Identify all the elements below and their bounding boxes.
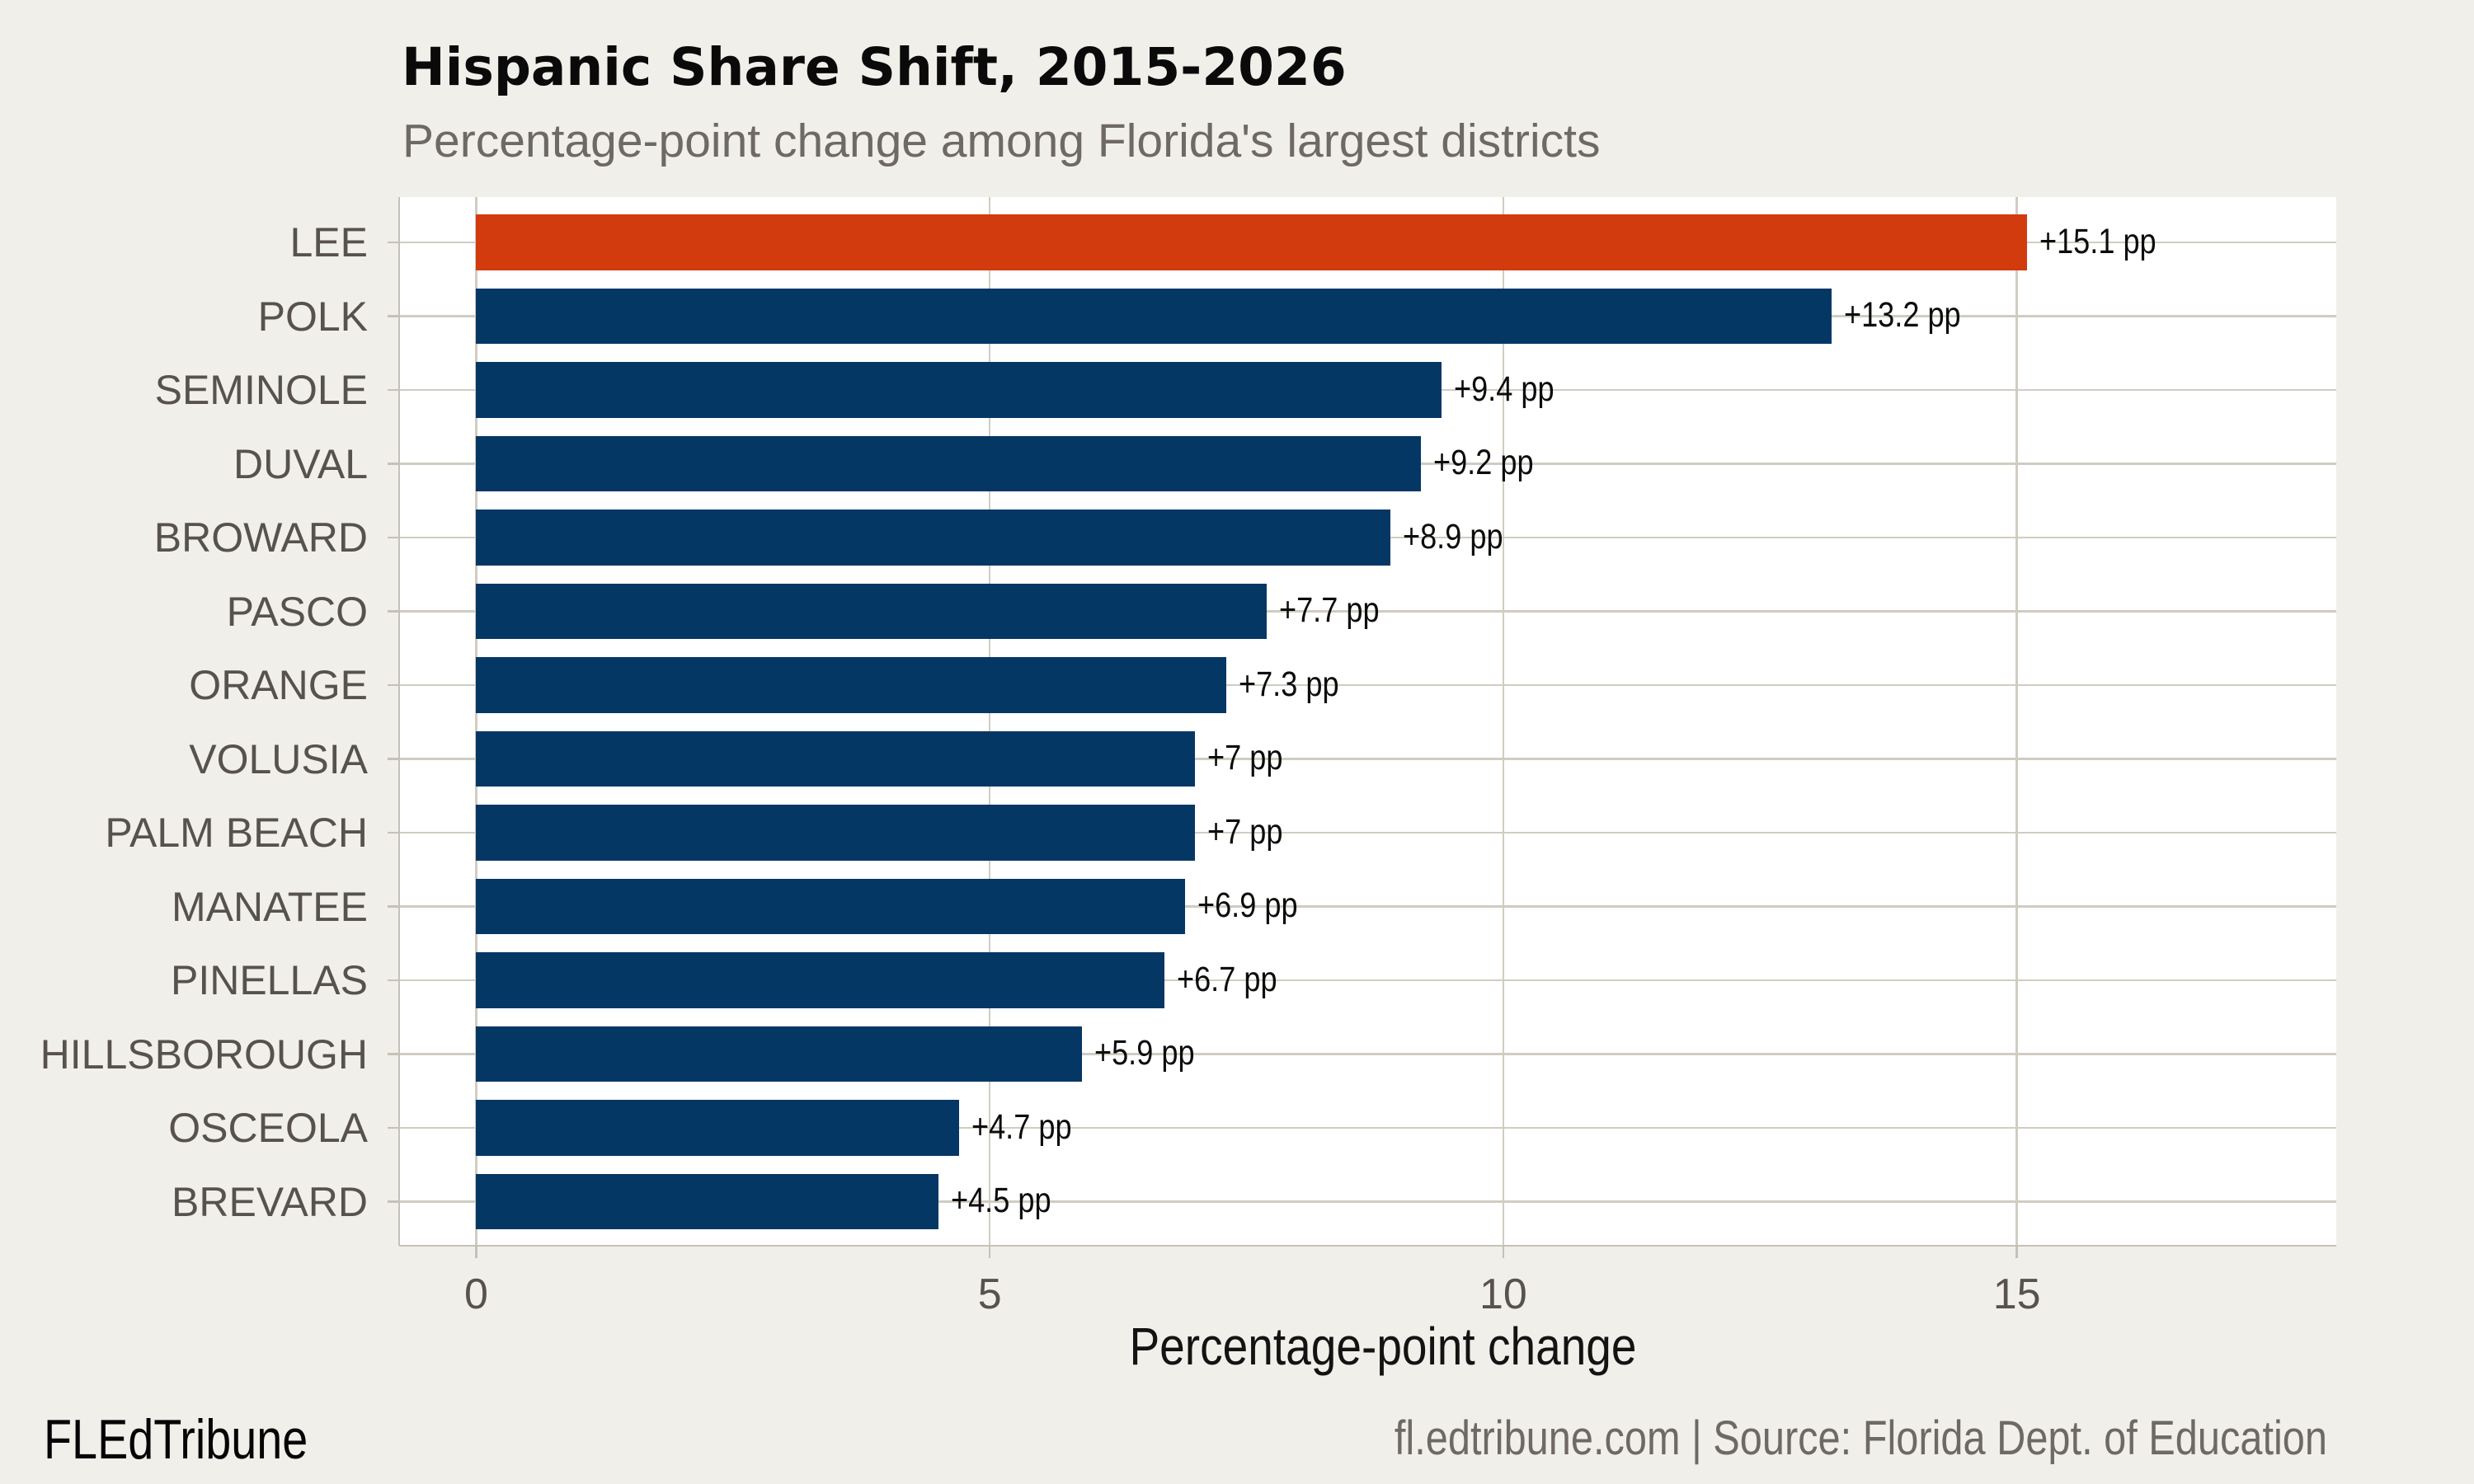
y-tick-3 (388, 463, 399, 465)
bar-seminole (476, 362, 1442, 418)
bar-value-label: +4.7 pp (971, 1107, 1072, 1147)
bar-hillsborough (476, 1026, 1083, 1082)
y-axis-line (397, 197, 401, 1246)
x-tick-0 (475, 1246, 477, 1258)
y-axis-label: PASCO (226, 588, 368, 635)
bar-value-label: +7 pp (1207, 739, 1283, 778)
x-tick-15 (2015, 1246, 2018, 1258)
y-gridline-10 (399, 979, 2336, 982)
y-gridline-7 (399, 758, 2336, 760)
y-tick-1 (388, 315, 399, 317)
y-tick-2 (388, 388, 399, 392)
x-gridline-5 (988, 197, 991, 1246)
x-axis-line (399, 1244, 2336, 1247)
y-gridline-13 (399, 1200, 2336, 1203)
plot-panel (399, 197, 2336, 1246)
bar-volusia (476, 730, 1196, 787)
x-gridline-15 (2015, 197, 2018, 1246)
x-gridline-0 (475, 197, 477, 1246)
y-axis-label: VOLUSIA (189, 735, 368, 782)
bar-value-label: +15.1 pp (2039, 222, 2157, 261)
bar-broward (476, 510, 1390, 566)
x-tick-label: 15 (1992, 1270, 2041, 1318)
chart-title: Hispanic Share Shift, 2015-2026 (402, 37, 1347, 97)
chart-subtitle: Percentage-point change among Florida's … (402, 115, 1601, 167)
bar-value-label: +6.9 pp (1197, 886, 1298, 926)
y-tick-8 (388, 831, 399, 834)
y-tick-0 (388, 241, 399, 244)
y-axis-label: OSCEOLA (168, 1105, 368, 1151)
y-tick-10 (388, 979, 399, 982)
y-tick-11 (388, 1053, 399, 1055)
bar-value-label: +4.5 pp (950, 1181, 1051, 1221)
y-axis-label: PINELLAS (170, 957, 368, 1003)
bar-value-label: +7 pp (1207, 812, 1283, 852)
x-tick-label: 10 (1479, 1270, 1527, 1318)
y-axis-label: HILLSBOROUGH (40, 1031, 368, 1078)
x-tick-label: 0 (463, 1270, 488, 1318)
y-axis-label: ORANGE (189, 662, 368, 708)
bar-orange (476, 657, 1226, 713)
y-axis-label: MANATEE (172, 883, 368, 930)
bar-value-label: +9.4 pp (1454, 369, 1554, 409)
y-tick-5 (388, 610, 399, 613)
y-axis-label: DUVAL (233, 440, 368, 487)
bar-duval (476, 435, 1422, 492)
y-axis-label: LEE (289, 219, 368, 265)
bar-palm-beach (476, 805, 1196, 861)
y-tick-4 (388, 536, 399, 539)
x-tick-label: 5 (977, 1270, 1002, 1318)
footer-brand: FLEdTribune (44, 1408, 308, 1471)
y-tick-6 (388, 683, 399, 687)
bar-manatee (476, 878, 1185, 935)
y-axis-label: PALM BEACH (105, 810, 368, 856)
y-gridline-11 (399, 1053, 2336, 1055)
y-axis-label: BROWARD (153, 514, 368, 561)
bar-polk (476, 288, 1832, 345)
y-tick-13 (388, 1200, 399, 1203)
y-axis-label: SEMINOLE (154, 367, 368, 413)
y-tick-12 (388, 1126, 399, 1129)
bar-value-label: +5.9 pp (1094, 1034, 1195, 1073)
bar-pasco (476, 583, 1268, 640)
x-tick-10 (1502, 1246, 1505, 1258)
bar-pinellas (476, 952, 1164, 1008)
bar-value-label: +8.9 pp (1402, 517, 1503, 556)
y-tick-9 (388, 905, 399, 908)
x-axis-title: Percentage-point change (1129, 1317, 1637, 1376)
y-gridline-12 (399, 1126, 2336, 1129)
y-axis-label: BREVARD (171, 1178, 368, 1225)
y-gridline-5 (399, 610, 2336, 613)
bar-brevard (476, 1173, 938, 1230)
y-axis-label: POLK (257, 293, 368, 340)
bar-value-label: +9.2 pp (1433, 444, 1534, 483)
bar-value-label: +7.3 pp (1238, 665, 1339, 704)
x-tick-5 (988, 1246, 991, 1258)
y-gridline-6 (399, 683, 2336, 687)
bar-value-label: +13.2 pp (1844, 296, 1962, 336)
bar-value-label: +7.7 pp (1279, 591, 1380, 631)
bar-lee (476, 214, 2028, 270)
footer-source-credit: fl.edtribune.com | Source: Florida Dept.… (1394, 1411, 2327, 1465)
y-tick-7 (388, 758, 399, 760)
y-gridline-8 (399, 831, 2336, 834)
bar-value-label: +6.7 pp (1176, 960, 1277, 999)
y-gridline-9 (399, 905, 2336, 908)
x-gridline-10 (1502, 197, 1505, 1246)
bar-osceola (476, 1100, 959, 1156)
